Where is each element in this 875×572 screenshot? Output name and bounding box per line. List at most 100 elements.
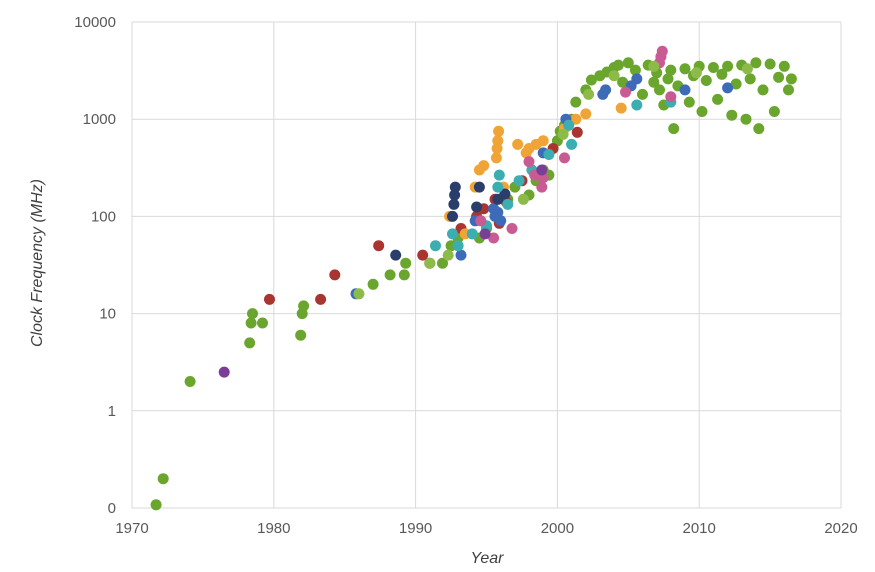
data-point [466, 228, 478, 240]
data-point [417, 249, 429, 261]
data-point [495, 215, 507, 227]
data-point [257, 317, 268, 329]
data-point [631, 73, 643, 85]
data-point [452, 240, 464, 252]
data-point [557, 128, 569, 140]
x-tick-label: 2020 [824, 520, 857, 537]
data-point [707, 62, 719, 73]
data-point [740, 113, 752, 125]
data-point [295, 329, 307, 341]
data-point [437, 257, 448, 269]
data-point [493, 125, 505, 137]
data-point [490, 152, 502, 164]
data-point [390, 249, 402, 261]
data-point [722, 82, 734, 94]
data-point [537, 135, 549, 147]
y-tick-label: 10000 [74, 14, 116, 31]
data-point [683, 96, 695, 108]
data-point [512, 138, 524, 150]
data-point [559, 152, 570, 164]
data-point [580, 108, 592, 120]
data-point [654, 84, 665, 96]
data-point [648, 76, 660, 88]
data-point [662, 73, 674, 85]
data-point [722, 60, 734, 72]
data-point [502, 198, 514, 210]
data-point [768, 106, 780, 117]
data-point [353, 288, 365, 300]
data-point [506, 223, 518, 234]
x-tick-label: 2000 [541, 520, 574, 537]
data-point [700, 75, 712, 86]
y-axis-title: Clock Frequency (MHz) [29, 179, 46, 347]
data-point [716, 68, 728, 80]
y-tick-label: 1000 [83, 111, 116, 128]
data-point [785, 73, 797, 85]
data-point [245, 317, 257, 329]
data-point [543, 149, 555, 160]
x-axis-title: Year [471, 550, 505, 567]
data-point [629, 64, 641, 76]
data-point [744, 73, 756, 85]
series-green [150, 57, 797, 511]
data-point [473, 181, 485, 193]
data-point [244, 337, 256, 349]
series-navy [390, 181, 511, 261]
data-point [492, 181, 504, 193]
data-point [585, 74, 597, 86]
data-point [315, 293, 327, 305]
data-point [517, 193, 529, 205]
y-tick-label: 0 [108, 500, 116, 517]
y-tick-label: 10 [99, 306, 116, 323]
series-purple [218, 164, 548, 378]
data-point [150, 499, 162, 511]
data-point [449, 181, 461, 193]
data-point [648, 60, 660, 72]
data-point [492, 206, 504, 218]
data-point [620, 86, 631, 98]
data-point [157, 473, 169, 485]
data-point [753, 123, 765, 135]
series-lightgreen [353, 60, 753, 300]
data-point [493, 169, 505, 181]
data-point [424, 257, 436, 269]
data-point [622, 57, 634, 69]
data-point [523, 156, 535, 168]
data-point [668, 123, 680, 135]
grid-lines [131, 21, 842, 509]
data-point [384, 269, 396, 281]
data-point [612, 59, 624, 71]
data-point [583, 88, 595, 100]
data-point [398, 269, 410, 281]
data-point [475, 215, 487, 227]
x-tick-label: 2010 [683, 520, 716, 537]
data-point [536, 181, 548, 193]
data-point [448, 198, 460, 210]
data-point [566, 138, 578, 150]
data-point [298, 300, 310, 312]
data-point [373, 240, 385, 252]
data-point [447, 210, 458, 222]
data-point [712, 93, 724, 105]
data-point [571, 126, 583, 138]
data-point [400, 257, 412, 269]
data-point [455, 249, 467, 261]
data-point [329, 269, 341, 281]
data-points [150, 45, 797, 511]
data-point [479, 228, 491, 240]
y-tick-label: 1 [108, 403, 116, 420]
data-point [656, 45, 668, 57]
data-point [679, 84, 691, 96]
data-point [536, 164, 548, 176]
data-point [247, 308, 258, 320]
data-point [513, 175, 525, 187]
data-point [730, 78, 742, 90]
data-point [615, 102, 627, 114]
data-point [600, 84, 612, 96]
data-point [478, 160, 490, 172]
data-point [563, 119, 575, 131]
data-point [367, 278, 379, 290]
data-point [442, 249, 454, 261]
data-point [218, 366, 230, 378]
